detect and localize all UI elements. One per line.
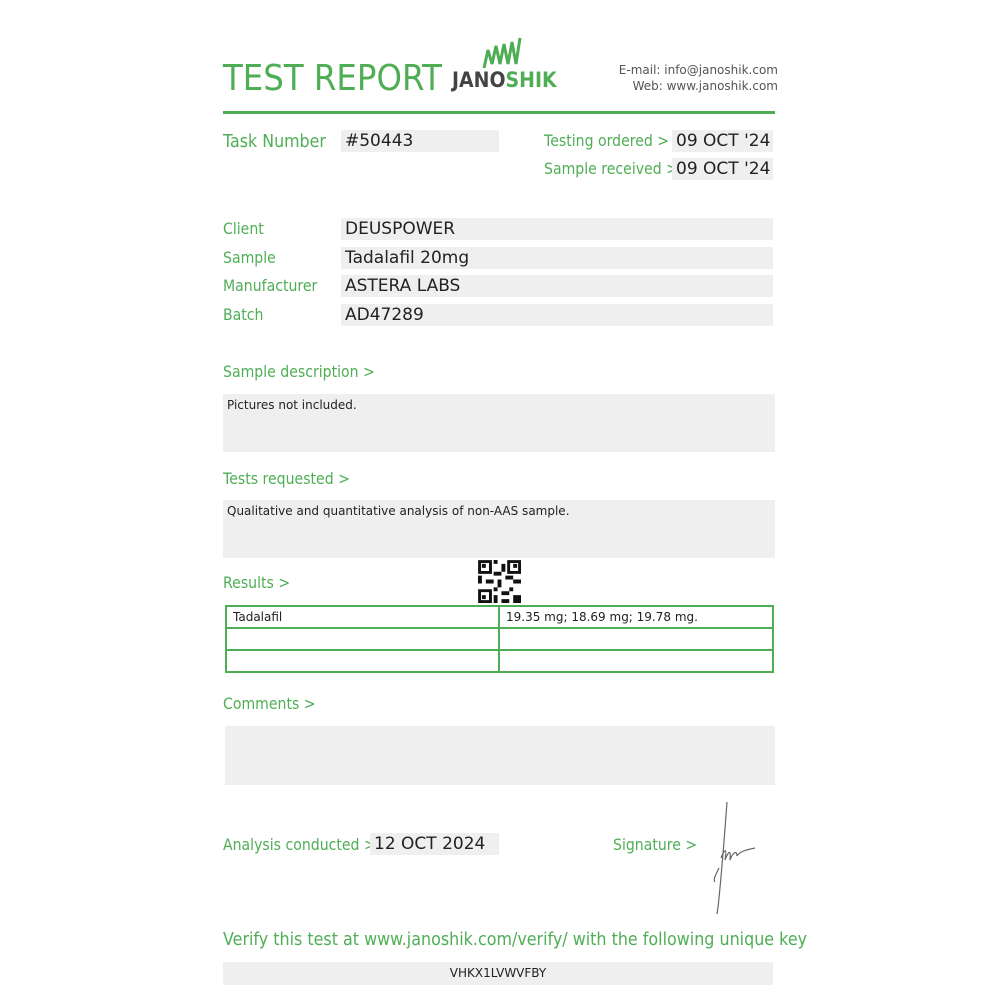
comments-label: Comments > xyxy=(223,694,316,713)
unique-key: VHKX1LVWVFBY xyxy=(223,962,773,985)
field-row-manufacturer: Manufacturer ASTERA LABS xyxy=(223,275,775,304)
field-row-batch: Batch AD47289 xyxy=(223,303,775,333)
tests-requested-box: Qualitative and quantitative analysis of… xyxy=(223,500,775,558)
qr-code-icon xyxy=(478,560,521,603)
contact-web: Web: www.janoshik.com xyxy=(632,79,778,93)
logo-icon xyxy=(482,37,522,69)
table-row: Tadalafil 19.35 mg; 18.69 mg; 19.78 mg. xyxy=(225,605,774,629)
results-table: Tadalafil 19.35 mg; 18.69 mg; 19.78 mg. xyxy=(225,605,774,673)
analysis-date: 12 OCT 2024 xyxy=(370,833,499,855)
table-row xyxy=(225,649,774,673)
signature-image xyxy=(713,801,756,915)
task-number-value: #50443 xyxy=(341,130,499,152)
logo-text-shik: SHIK xyxy=(505,68,557,92)
contact-email: E-mail: info@janoshik.com xyxy=(618,63,778,77)
batch-label: Batch xyxy=(223,304,264,324)
table-row xyxy=(225,627,774,651)
compound-cell xyxy=(225,649,500,673)
manufacturer-label: Manufacturer xyxy=(223,276,318,295)
result-cell xyxy=(498,627,774,651)
client-label: Client xyxy=(223,219,264,238)
analysis-conducted-label: Analysis conducted > xyxy=(223,835,376,854)
sample-value: Tadalafil 20mg xyxy=(341,246,773,269)
results-label: Results > xyxy=(223,573,291,592)
testing-ordered-label: Testing ordered > xyxy=(544,131,670,150)
result-cell xyxy=(498,649,774,673)
batch-value: AD47289 xyxy=(341,303,773,326)
logo-text-jano: JANO xyxy=(452,68,506,92)
comments-box xyxy=(225,726,775,785)
field-row-client: Client DEUSPOWER xyxy=(223,218,775,247)
field-row-sample: Sample Tadalafil 20mg xyxy=(223,246,775,276)
client-value: DEUSPOWER xyxy=(341,218,773,240)
sample-label: Sample xyxy=(223,247,276,267)
signature-label: Signature > xyxy=(613,835,698,854)
header-divider xyxy=(223,111,775,114)
sample-description-box: Pictures not included. xyxy=(223,394,775,452)
compound-cell: Tadalafil xyxy=(225,605,500,629)
sample-description-label: Sample description > xyxy=(223,362,375,381)
manufacturer-value: ASTERA LABS xyxy=(341,275,773,297)
janoshik-logo: JANOSHIK xyxy=(452,36,557,96)
report-title: TEST REPORT xyxy=(223,58,442,99)
tests-requested-label: Tests requested > xyxy=(223,469,350,488)
result-cell: 19.35 mg; 18.69 mg; 19.78 mg. xyxy=(498,605,774,629)
verify-instructions: Verify this test at www.janoshik.com/ver… xyxy=(223,929,808,950)
sample-received-value: 09 OCT '24 xyxy=(672,158,773,180)
testing-ordered-value: 09 OCT '24 xyxy=(672,130,773,152)
task-number-label: Task Number xyxy=(223,131,326,152)
sample-received-label: Sample received > xyxy=(544,159,678,178)
compound-cell xyxy=(225,627,500,651)
